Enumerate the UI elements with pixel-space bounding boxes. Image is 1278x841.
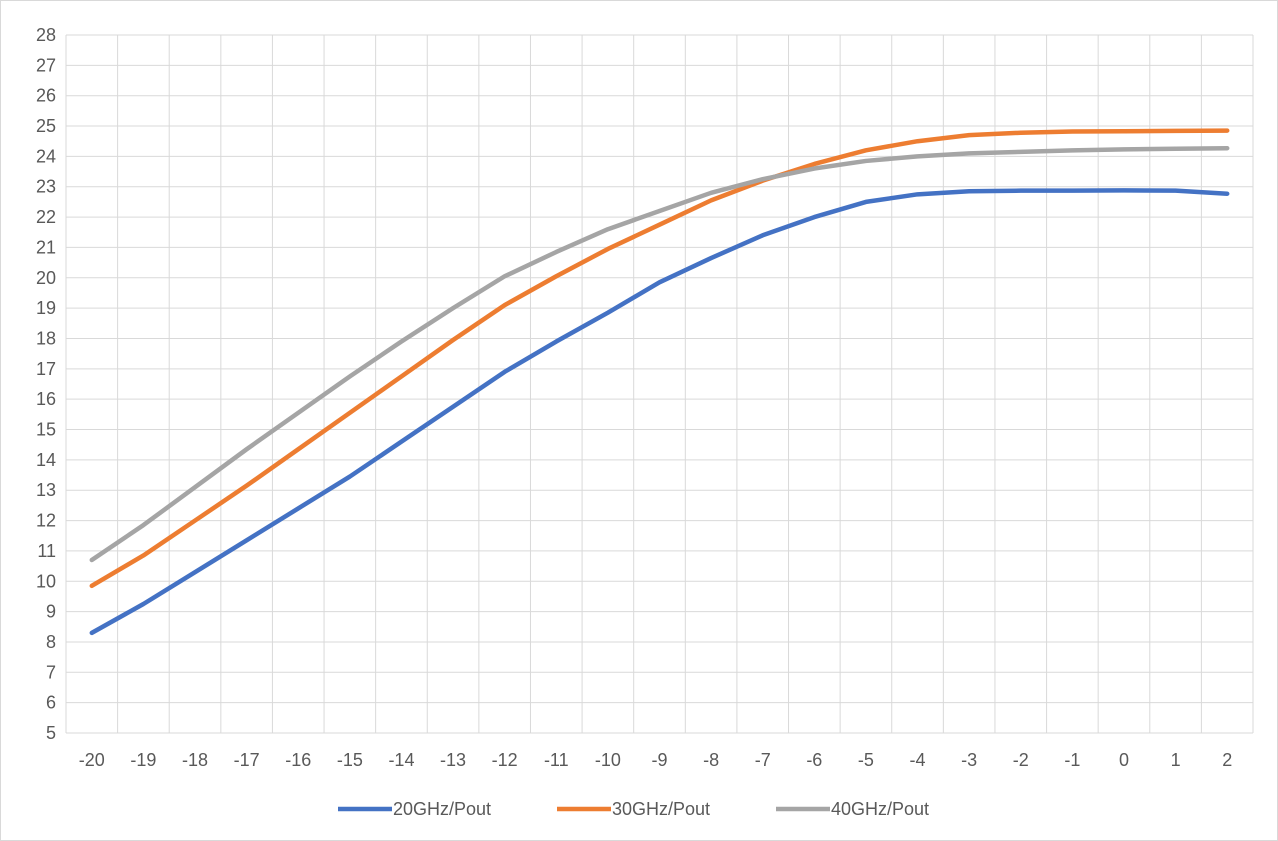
series-line-1 [89, 188, 1230, 636]
y-tick-label: 10 [36, 571, 56, 591]
x-tick-label: -3 [961, 750, 977, 770]
y-tick-label: 15 [36, 420, 56, 440]
y-tick-label: 13 [36, 480, 56, 500]
x-axis-tick-labels: -20 -19 -18 -17 -16 -15 -14 -13 -12 -11 -10 -9 -8 -7-… [79, 750, 1232, 770]
x-tick-label: -4 [910, 750, 926, 770]
y-tick-label: 16 [36, 389, 56, 409]
x-tick-label: 1 [1171, 750, 1181, 770]
y-tick-label: 18 [36, 328, 56, 348]
legend-label: 40GHz/Pout [831, 799, 929, 819]
x-tick-label: -15 [337, 750, 363, 770]
y-tick-label: 22 [36, 207, 56, 227]
y-tick-label: 14 [36, 450, 56, 470]
x-tick-label: -6 [806, 750, 822, 770]
y-tick-label: 5 [46, 723, 56, 743]
y-tick-label: 25 [36, 116, 56, 136]
x-tick-label: 0 [1119, 750, 1129, 770]
y-tick-label: 6 [46, 693, 56, 713]
legend: 20GHz/Pout 30GHz/Pout 40GHz/Pout [338, 799, 929, 819]
x-tick-label: -20 [79, 750, 105, 770]
y-tick-label: 17 [36, 359, 56, 379]
y-tick-label: 7 [46, 662, 56, 682]
y-tick-label: 11 [37, 541, 56, 561]
x-tick-label: -9 [651, 750, 667, 770]
y-axis-tick-labels: 5 6 7 8 9 10 11 12 13 14 15 16 17 18 19 20 21 22 23 24 25 26 2… [36, 25, 56, 743]
x-tick-label: -16 [285, 750, 311, 770]
y-tick-label: 27 [36, 55, 56, 75]
series-line-2 [89, 128, 1230, 589]
y-tick-label: 20 [36, 268, 56, 288]
x-tick-label: -8 [703, 750, 719, 770]
x-tick-label: -5 [858, 750, 874, 770]
y-tick-label: 21 [36, 237, 56, 257]
x-tick-label: -18 [182, 750, 208, 770]
x-tick-label: -2 [1013, 750, 1029, 770]
x-tick-label: -14 [388, 750, 414, 770]
legend-label: 30GHz/Pout [612, 799, 710, 819]
x-tick-label: -11 [544, 750, 569, 770]
y-tick-label: 19 [36, 298, 56, 318]
y-tick-label: 24 [36, 146, 56, 166]
x-tick-label: -10 [595, 750, 621, 770]
x-tick-label: -13 [440, 750, 466, 770]
y-tick-label: 12 [36, 511, 56, 531]
x-tick-label: 2 [1222, 750, 1232, 770]
x-tick-label: -19 [130, 750, 156, 770]
y-tick-label: 23 [36, 177, 56, 197]
series-line-3 [89, 145, 1230, 563]
x-tick-label: -17 [234, 750, 260, 770]
x-tick-label: -12 [492, 750, 518, 770]
series-lines [89, 128, 1230, 636]
y-tick-label: 9 [46, 602, 56, 622]
x-tick-label: -7 [755, 750, 771, 770]
legend-label: 20GHz/Pout [393, 799, 491, 819]
y-tick-label: 26 [36, 86, 56, 106]
gridlines [65, 34, 1254, 734]
y-tick-label: 8 [46, 632, 56, 652]
y-tick-label: 28 [36, 25, 56, 45]
x-tick-label: -1 [1064, 750, 1080, 770]
